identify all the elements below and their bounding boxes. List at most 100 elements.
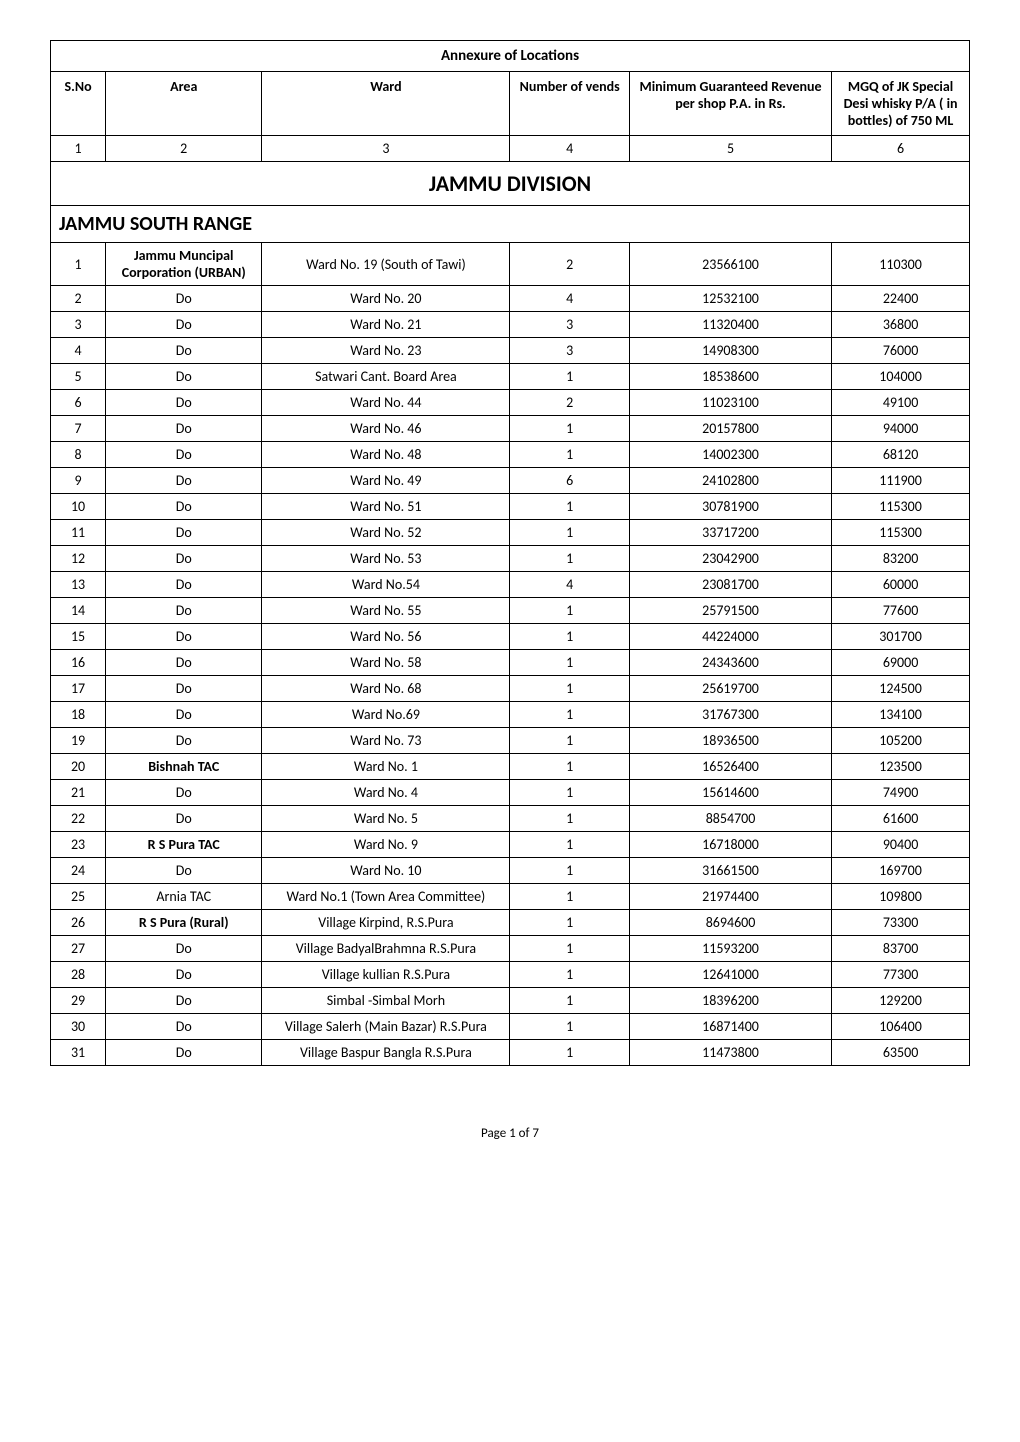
table-row: 15DoWard No. 56144224000301700 — [51, 624, 970, 650]
cell-area: Do — [106, 806, 262, 832]
cell-sno: 17 — [51, 676, 106, 702]
cell-revenue: 30781900 — [629, 494, 831, 520]
header-row: S.No Area Ward Number of vends Minimum G… — [51, 72, 970, 136]
cell-area: Do — [106, 520, 262, 546]
numrow-vends: 4 — [510, 136, 629, 162]
cell-mgq: 68120 — [832, 442, 970, 468]
cell-ward: Ward No. 58 — [262, 650, 510, 676]
cell-ward: Village BadyalBrahmna R.S.Pura — [262, 936, 510, 962]
cell-revenue: 11473800 — [629, 1040, 831, 1066]
cell-vends: 1 — [510, 754, 629, 780]
cell-area: Do — [106, 624, 262, 650]
cell-mgq: 63500 — [832, 1040, 970, 1066]
cell-sno: 31 — [51, 1040, 106, 1066]
numrow-ward: 3 — [262, 136, 510, 162]
numrow-revenue: 5 — [629, 136, 831, 162]
table-row: 3DoWard No. 2131132040036800 — [51, 312, 970, 338]
cell-ward: Ward No. 4 — [262, 780, 510, 806]
table-row: 19DoWard No. 73118936500105200 — [51, 728, 970, 754]
header-area: Area — [106, 72, 262, 136]
cell-vends: 3 — [510, 312, 629, 338]
numrow-sno: 1 — [51, 136, 106, 162]
cell-vends: 1 — [510, 494, 629, 520]
header-vends: Number of vends — [510, 72, 629, 136]
cell-sno: 7 — [51, 416, 106, 442]
cell-ward: Ward No. 49 — [262, 468, 510, 494]
table-row: 22DoWard No. 51885470061600 — [51, 806, 970, 832]
cell-area: Do — [106, 468, 262, 494]
cell-vends: 4 — [510, 286, 629, 312]
cell-mgq: 22400 — [832, 286, 970, 312]
table-row: 2DoWard No. 2041253210022400 — [51, 286, 970, 312]
cell-ward: Ward No.69 — [262, 702, 510, 728]
table-row: 1Jammu Muncipal Corporation (URBAN)Ward … — [51, 243, 970, 286]
cell-vends: 1 — [510, 702, 629, 728]
cell-vends: 1 — [510, 858, 629, 884]
cell-area: R S Pura (Rural) — [106, 910, 262, 936]
cell-revenue: 14908300 — [629, 338, 831, 364]
cell-vends: 1 — [510, 598, 629, 624]
cell-ward: Village Baspur Bangla R.S.Pura — [262, 1040, 510, 1066]
cell-revenue: 21974400 — [629, 884, 831, 910]
cell-ward: Ward No.54 — [262, 572, 510, 598]
cell-vends: 1 — [510, 364, 629, 390]
cell-ward: Ward No. 5 — [262, 806, 510, 832]
cell-area: Do — [106, 416, 262, 442]
cell-mgq: 73300 — [832, 910, 970, 936]
cell-area: Do — [106, 364, 262, 390]
cell-vends: 1 — [510, 988, 629, 1014]
cell-area: Arnia TAC — [106, 884, 262, 910]
cell-ward: Ward No. 19 (South of Tawi) — [262, 243, 510, 286]
cell-ward: Ward No. 53 — [262, 546, 510, 572]
cell-area: R S Pura TAC — [106, 832, 262, 858]
cell-vends: 3 — [510, 338, 629, 364]
table-row: 30DoVillage Salerh (Main Bazar) R.S.Pura… — [51, 1014, 970, 1040]
cell-sno: 1 — [51, 243, 106, 286]
cell-mgq: 124500 — [832, 676, 970, 702]
cell-mgq: 110300 — [832, 243, 970, 286]
cell-area: Do — [106, 988, 262, 1014]
cell-sno: 29 — [51, 988, 106, 1014]
table-row: 11DoWard No. 52133717200115300 — [51, 520, 970, 546]
cell-sno: 14 — [51, 598, 106, 624]
cell-revenue: 23081700 — [629, 572, 831, 598]
cell-mgq: 76000 — [832, 338, 970, 364]
cell-mgq: 94000 — [832, 416, 970, 442]
table-row: 8DoWard No. 4811400230068120 — [51, 442, 970, 468]
cell-area: Do — [106, 442, 262, 468]
cell-ward: Ward No. 56 — [262, 624, 510, 650]
cell-ward: Ward No. 9 — [262, 832, 510, 858]
table-row: 18DoWard No.69131767300134100 — [51, 702, 970, 728]
cell-sno: 10 — [51, 494, 106, 520]
cell-revenue: 12532100 — [629, 286, 831, 312]
cell-sno: 22 — [51, 806, 106, 832]
cell-mgq: 69000 — [832, 650, 970, 676]
cell-vends: 1 — [510, 936, 629, 962]
cell-sno: 24 — [51, 858, 106, 884]
cell-sno: 21 — [51, 780, 106, 806]
cell-area: Do — [106, 962, 262, 988]
cell-sno: 5 — [51, 364, 106, 390]
cell-revenue: 12641000 — [629, 962, 831, 988]
data-body: 1Jammu Muncipal Corporation (URBAN)Ward … — [51, 243, 970, 1066]
header-mgq: MGQ of JK Special Desi whisky P/A ( in b… — [832, 72, 970, 136]
table-row: 10DoWard No. 51130781900115300 — [51, 494, 970, 520]
cell-area: Jammu Muncipal Corporation (URBAN) — [106, 243, 262, 286]
cell-mgq: 123500 — [832, 754, 970, 780]
cell-sno: 9 — [51, 468, 106, 494]
cell-mgq: 36800 — [832, 312, 970, 338]
cell-ward: Ward No. 68 — [262, 676, 510, 702]
cell-vends: 1 — [510, 520, 629, 546]
cell-vends: 6 — [510, 468, 629, 494]
cell-sno: 23 — [51, 832, 106, 858]
cell-revenue: 33717200 — [629, 520, 831, 546]
cell-mgq: 109800 — [832, 884, 970, 910]
cell-ward: Ward No. 55 — [262, 598, 510, 624]
cell-mgq: 83200 — [832, 546, 970, 572]
table-row: 14DoWard No. 5512579150077600 — [51, 598, 970, 624]
cell-revenue: 16871400 — [629, 1014, 831, 1040]
cell-sno: 25 — [51, 884, 106, 910]
cell-mgq: 115300 — [832, 520, 970, 546]
cell-vends: 1 — [510, 962, 629, 988]
cell-revenue: 24343600 — [629, 650, 831, 676]
